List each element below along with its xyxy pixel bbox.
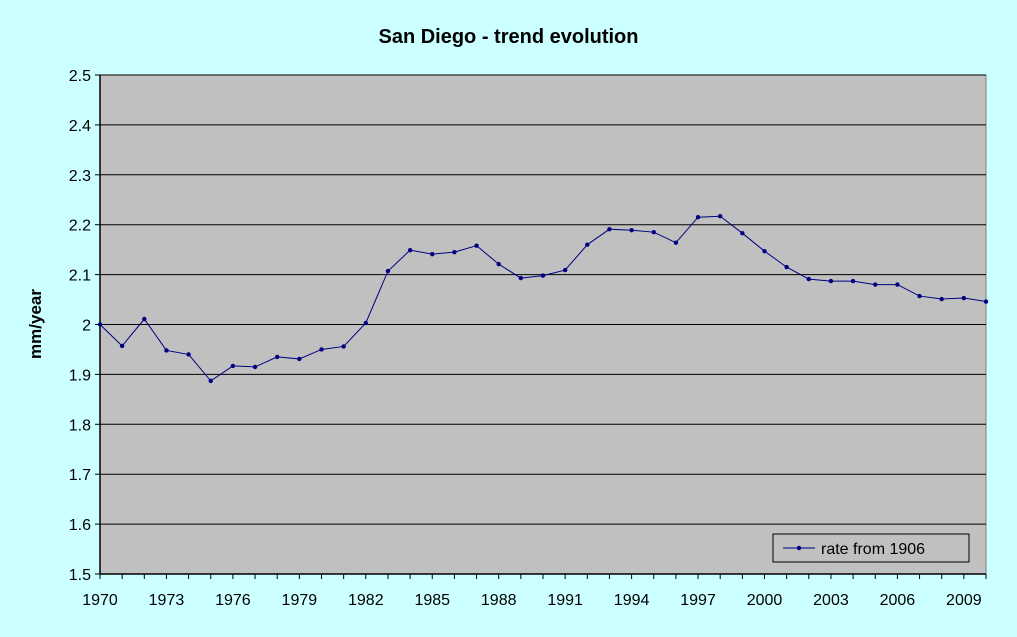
data-point [607,226,612,232]
data-point [252,364,258,370]
data-point [762,248,767,254]
data-point [806,276,811,282]
x-tick-label: 1991 [547,592,583,609]
x-tick-label: 1985 [414,592,450,609]
y-tick-label: 2.1 [69,268,91,285]
x-tick-label: 2009 [946,592,982,609]
data-point [97,322,103,327]
data-point [119,343,125,349]
x-tick-label: 1973 [149,592,185,609]
data-point [474,243,479,248]
data-point [496,261,501,267]
data-point [341,344,346,349]
x-tick-label: 1994 [614,592,650,609]
data-point [319,347,324,352]
y-tick-label: 1.9 [69,367,91,384]
data-point [718,214,723,219]
y-tick-label: 2.4 [69,118,91,135]
data-point [585,242,590,247]
data-point [828,278,834,284]
data-point [895,282,900,287]
data-point [297,356,302,362]
x-tick-label: 2000 [747,592,783,609]
data-point [385,268,391,274]
y-tick-label: 1.5 [69,567,91,584]
y-tick-label: 1.6 [69,517,91,534]
legend-label: rate from 1906 [821,541,925,558]
data-point [452,249,457,255]
data-point [850,278,856,284]
data-point [695,215,701,220]
data-point [983,299,989,304]
data-point [518,275,524,281]
x-tick-label: 1982 [348,592,384,609]
data-point [673,240,679,245]
data-point [961,295,967,301]
data-point [186,352,191,357]
data-point [629,227,634,233]
data-point [208,378,213,384]
x-tick-label: 1979 [282,592,318,609]
y-tick-label: 1.7 [69,467,91,484]
data-point [939,296,944,302]
y-tick-label: 2 [82,318,91,335]
data-point [407,247,413,253]
data-point [363,320,368,326]
data-point [275,354,280,360]
data-point [784,264,789,270]
x-tick-label: 1997 [680,592,716,609]
data-point [917,293,922,299]
x-tick-label: 1976 [215,592,251,609]
y-tick-label: 2.5 [69,68,91,85]
chart-title: San Diego - trend evolution [378,26,639,48]
x-tick-label: 2006 [880,592,916,609]
data-point [164,348,169,353]
data-point [142,316,147,322]
x-tick-label: 2003 [813,592,849,609]
y-tick-label: 1.8 [69,417,91,434]
y-tick-label: 2.3 [69,168,91,185]
data-point [540,273,546,278]
data-point [740,230,745,236]
y-tick-label: 2.2 [69,218,91,235]
legend-marker [796,545,802,551]
x-tick-label: 1988 [481,592,517,609]
data-point [651,229,656,235]
x-tick-label: 1970 [82,592,118,609]
data-point [873,282,878,287]
data-point [430,251,435,257]
data-point [230,363,236,369]
data-point [562,267,568,273]
